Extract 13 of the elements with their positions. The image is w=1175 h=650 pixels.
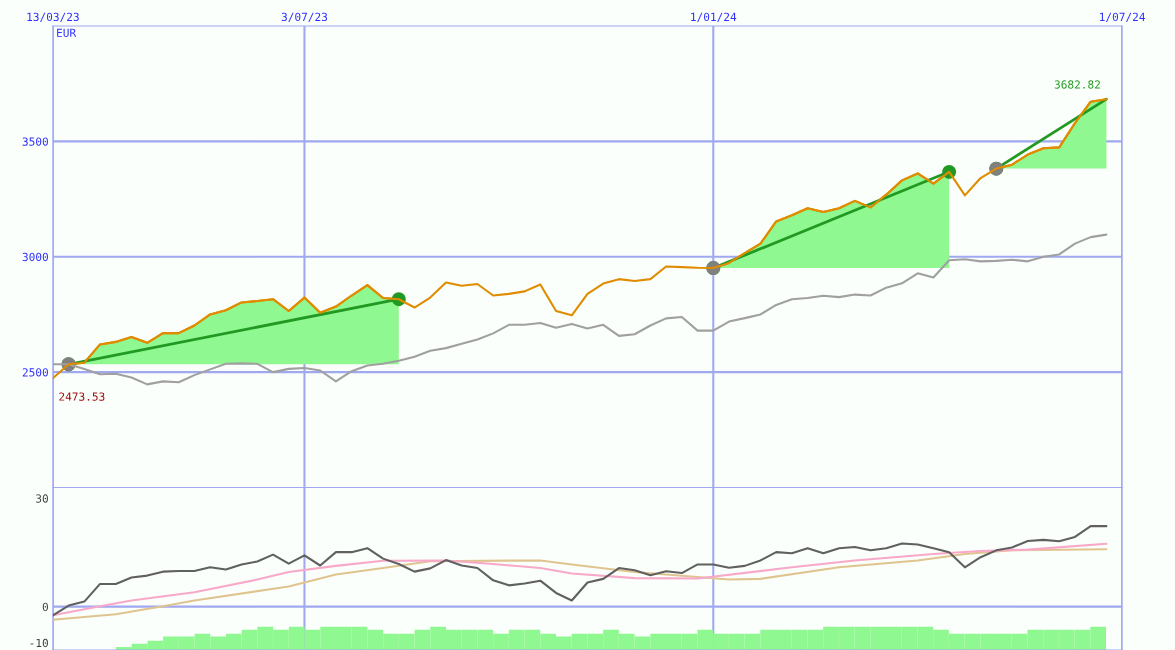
x-tick-label: 1/07/24 (1100, 12, 1146, 22)
y-tick-label: 3500 (22, 137, 48, 146)
y-axis-title: EUR (57, 28, 77, 37)
y-tick-label: -10 (30, 638, 48, 648)
y-tick-label: 0 (42, 602, 48, 612)
y-tick-label: 30 (36, 494, 48, 503)
x-tick-label: 3/07/23 (281, 12, 328, 22)
x-tick-label: 1/01/24 (691, 12, 737, 22)
annotation: 3682.82 (1054, 80, 1100, 89)
x-tick-label: 13/03/23 (27, 12, 79, 22)
annotation: 2473.53 (59, 392, 105, 401)
y-tick-label: 3000 (22, 252, 48, 262)
y-tick-label: 2500 (22, 368, 48, 377)
